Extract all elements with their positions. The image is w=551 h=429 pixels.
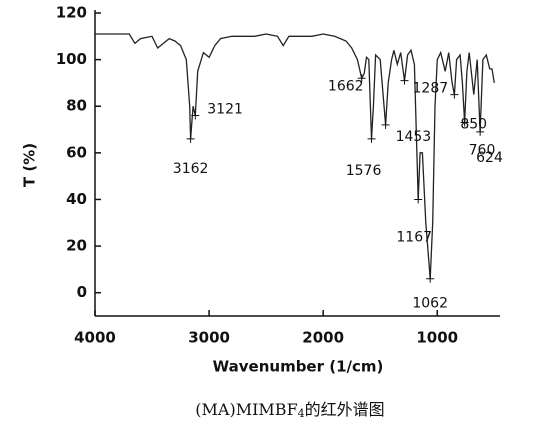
peak-marker — [426, 274, 435, 283]
peak-marker — [381, 120, 390, 129]
peak-label: 3162 — [173, 161, 209, 177]
peak-label: 760 — [469, 143, 496, 159]
spectrum-line — [95, 33, 495, 279]
peak-label: 1062 — [412, 296, 448, 312]
peak-marker — [357, 74, 366, 83]
peak-label: 624 — [476, 150, 503, 166]
peak-label: 1453 — [396, 129, 432, 145]
caption-tail: 的红外谱图 — [305, 400, 385, 419]
y-axis-label: T (%) — [21, 143, 39, 187]
y-tick-label: 60 — [66, 143, 87, 161]
peak-marker — [450, 90, 459, 99]
peak-marker — [476, 127, 485, 136]
caption: (MA)MIMBF4的红外谱图 — [195, 400, 384, 421]
caption-sub: 4 — [298, 407, 305, 420]
y-tick-label: 80 — [66, 97, 87, 115]
peak-label: 3121 — [207, 102, 243, 118]
peak-label: 1662 — [328, 78, 364, 94]
x-tick-label: 2000 — [302, 329, 344, 347]
x-tick-label: 3000 — [188, 329, 230, 347]
peak-marker — [191, 111, 200, 120]
peak-marker — [414, 195, 423, 204]
y-tick-label: 120 — [56, 4, 87, 22]
peak-marker — [460, 118, 469, 127]
x-tick-label: 1000 — [416, 329, 458, 347]
y-tick-label: 20 — [66, 237, 87, 255]
caption-main: (MA)MIMBF — [195, 400, 297, 419]
peak-label: 1167 — [396, 229, 432, 245]
y-tick-label: 40 — [66, 190, 87, 208]
peak-marker — [400, 76, 409, 85]
peak-label: 1287 — [413, 81, 449, 97]
peak-marker — [186, 134, 195, 143]
peak-label: 1576 — [346, 163, 382, 179]
x-axis-label: Wavenumber (1/cm) — [213, 358, 384, 376]
x-tick-label: 4000 — [74, 329, 116, 347]
y-tick-label: 100 — [56, 50, 87, 68]
y-tick-label: 0 — [77, 283, 87, 301]
peak-marker — [367, 134, 376, 143]
